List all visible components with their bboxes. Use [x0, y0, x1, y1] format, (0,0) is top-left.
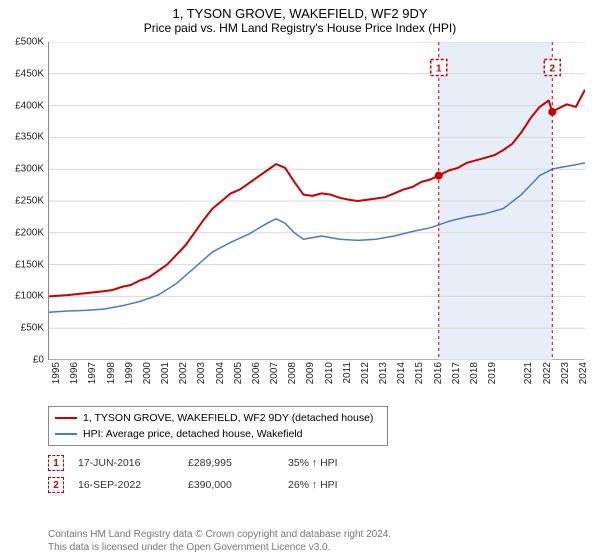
transaction-date: 16-SEP-2022	[78, 479, 188, 491]
transaction-pct: 35% ↑ HPI	[288, 457, 398, 469]
footer-line: This data is licensed under the Open Gov…	[48, 541, 391, 554]
transactions-table: 1 17-JUN-2016 £289,995 35% ↑ HPI 2 16-SE…	[48, 452, 398, 496]
svg-text:2: 2	[550, 63, 556, 74]
x-axis-label: 2009	[305, 362, 316, 384]
legend-item: 1, TYSON GROVE, WAKEFIELD, WF2 9DY (deta…	[55, 410, 381, 426]
transaction-price: £289,995	[188, 457, 288, 469]
y-axis-label: £500K	[15, 37, 44, 48]
y-axis-label: £150K	[15, 259, 44, 270]
x-axis-label: 2005	[233, 362, 244, 384]
x-axis-label: 2008	[287, 362, 298, 384]
x-axis-label: 2004	[215, 362, 226, 384]
x-axis-label: 2001	[160, 362, 171, 384]
transaction-price: £390,000	[188, 479, 288, 491]
x-axis-label: 2000	[142, 362, 153, 384]
svg-text:1: 1	[436, 63, 442, 74]
x-axis-label: 2007	[269, 362, 280, 384]
y-axis-label: £450K	[15, 68, 44, 79]
chart-subtitle: Price paid vs. HM Land Registry's House …	[0, 21, 600, 37]
x-axis-label: 1996	[69, 362, 80, 384]
y-axis-label: £250K	[15, 196, 44, 207]
x-axis-label: 2013	[378, 362, 389, 384]
legend-item: HPI: Average price, detached house, Wake…	[55, 426, 381, 442]
legend-label: HPI: Average price, detached house, Wake…	[83, 428, 302, 440]
x-axis-label: 1999	[124, 362, 135, 384]
x-axis-label: 2010	[324, 362, 335, 384]
x-axis-label: 2024	[578, 362, 589, 384]
legend-swatch	[55, 433, 77, 435]
y-axis-label: £350K	[15, 132, 44, 143]
y-axis-label: £300K	[15, 164, 44, 175]
table-row: 2 16-SEP-2022 £390,000 26% ↑ HPI	[48, 474, 398, 496]
transaction-date: 17-JUN-2016	[78, 457, 188, 469]
chart-svg: 12	[49, 42, 585, 360]
y-axis-label: £100K	[15, 291, 44, 302]
y-axis-label: £50K	[21, 323, 44, 334]
legend: 1, TYSON GROVE, WAKEFIELD, WF2 9DY (deta…	[48, 406, 388, 446]
y-axis-label: £200K	[15, 227, 44, 238]
x-axis-label: 2011	[342, 362, 353, 384]
y-axis-label: £0	[33, 355, 44, 366]
chart-title: 1, TYSON GROVE, WAKEFIELD, WF2 9DY	[0, 0, 600, 21]
x-axis-label: 2017	[451, 362, 462, 384]
chart-area: 12 £0£50K£100K£150K£200K£250K£300K£350K£…	[48, 42, 584, 360]
x-axis-label: 2021	[523, 362, 534, 384]
table-row: 1 17-JUN-2016 £289,995 35% ↑ HPI	[48, 452, 398, 474]
x-axis-label: 1998	[106, 362, 117, 384]
x-axis-label: 2016	[433, 362, 444, 384]
x-axis-label: 2015	[414, 362, 425, 384]
x-axis-label: 2019	[487, 362, 498, 384]
footer-line: Contains HM Land Registry data © Crown c…	[48, 528, 391, 541]
x-axis-label: 2002	[178, 362, 189, 384]
x-axis-label: 1997	[87, 362, 98, 384]
x-axis-label: 2018	[469, 362, 480, 384]
plot: 12	[48, 42, 584, 360]
transaction-pct: 26% ↑ HPI	[288, 479, 398, 491]
x-axis-label: 2022	[542, 362, 553, 384]
x-axis-label: 2003	[196, 362, 207, 384]
y-axis-label: £400K	[15, 100, 44, 111]
x-axis-label: 2006	[251, 362, 262, 384]
legend-swatch	[55, 417, 77, 419]
footer: Contains HM Land Registry data © Crown c…	[48, 528, 391, 554]
x-axis-label: 1995	[51, 362, 62, 384]
x-axis-label: 2012	[360, 362, 371, 384]
marker-badge: 1	[48, 455, 64, 471]
marker-badge: 2	[48, 477, 64, 493]
x-axis-label: 2023	[560, 362, 571, 384]
legend-label: 1, TYSON GROVE, WAKEFIELD, WF2 9DY (deta…	[83, 412, 373, 424]
x-axis-label: 2014	[396, 362, 407, 384]
